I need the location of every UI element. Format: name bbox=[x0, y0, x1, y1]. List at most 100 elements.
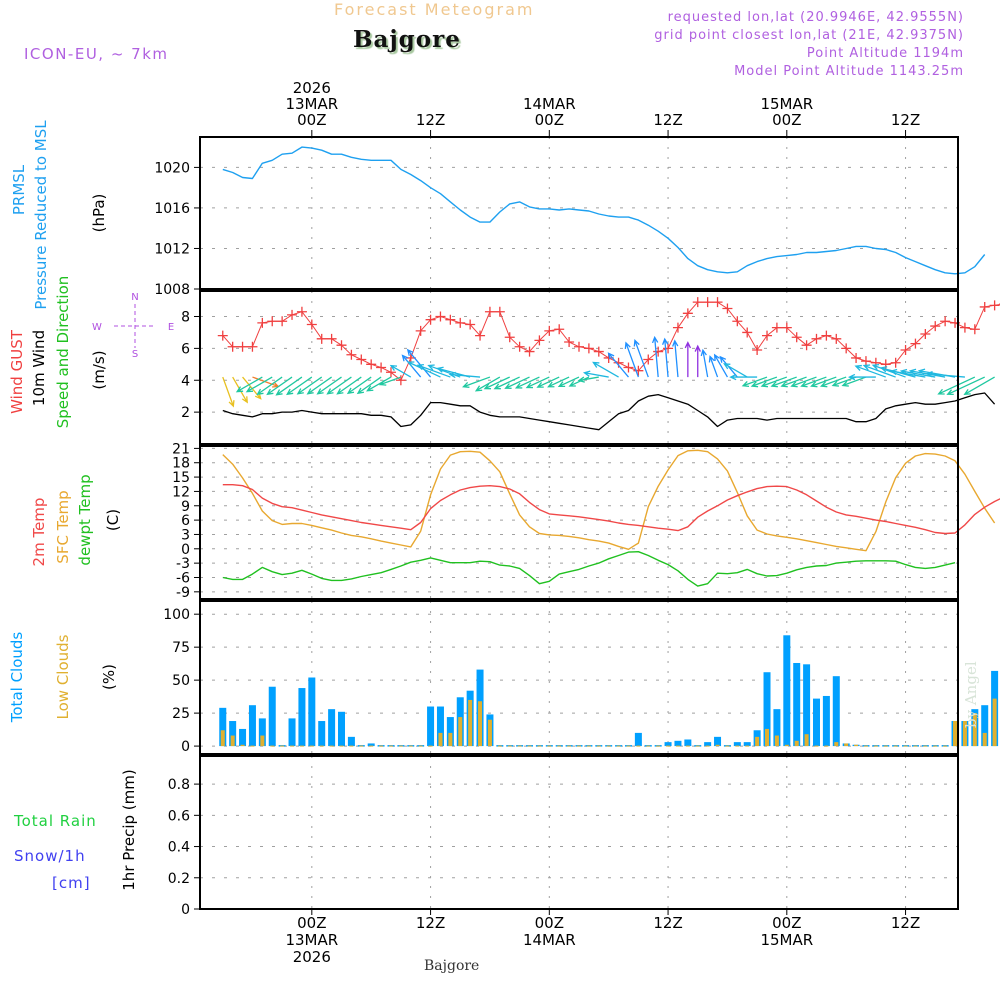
low-clouds-bar bbox=[992, 698, 997, 747]
bottom-time-label: 12Z bbox=[416, 914, 445, 932]
wind-direction-arrow bbox=[275, 376, 303, 396]
wind-direction-arrow bbox=[592, 361, 619, 378]
low-clouds-bar bbox=[943, 745, 948, 747]
gust-marker bbox=[910, 338, 921, 349]
point-altitude: Point Altitude 1194m bbox=[806, 46, 964, 61]
gust-marker bbox=[752, 344, 763, 355]
panel-frame bbox=[199, 136, 959, 290]
y-tick-label: 1016 bbox=[154, 201, 190, 217]
model-point-altitude: Model Point Altitude 1143.25m bbox=[734, 64, 964, 79]
gust-marker bbox=[682, 308, 693, 319]
total-clouds-bar bbox=[783, 635, 791, 747]
low-clouds-bar bbox=[398, 745, 403, 747]
wind-direction-arrow bbox=[407, 361, 441, 378]
gust-marker bbox=[346, 349, 357, 360]
wind-direction-arrow bbox=[514, 376, 540, 389]
gust-marker bbox=[732, 316, 743, 327]
total-clouds-bar bbox=[308, 677, 316, 747]
t2m-line bbox=[222, 484, 1000, 535]
gust-marker bbox=[771, 322, 782, 333]
low-clouds-bar bbox=[527, 745, 532, 747]
low-clouds-bar bbox=[794, 740, 799, 747]
wind-direction-arrow bbox=[448, 371, 481, 379]
wind-direction-arrow bbox=[346, 376, 372, 395]
total-clouds-bar bbox=[674, 740, 682, 747]
wind-direction-arrow bbox=[937, 376, 976, 395]
top-time-label: 12Z bbox=[653, 111, 682, 129]
bottom-time-label: 2026 bbox=[293, 948, 331, 966]
gust-marker bbox=[841, 343, 852, 354]
total-clouds-bar bbox=[338, 711, 346, 747]
y-tick-label: 0 bbox=[181, 739, 190, 755]
low-clouds-bar bbox=[893, 745, 898, 747]
sfc-temp-label: SFC Temp bbox=[54, 490, 72, 563]
gust-marker bbox=[989, 300, 1000, 311]
top-time-label: 12Z bbox=[416, 111, 445, 129]
low-clouds-bar bbox=[675, 745, 680, 747]
pressure-unit-label: (hPa) bbox=[90, 194, 108, 233]
total-clouds-bar bbox=[832, 676, 840, 747]
wind-direction-arrow bbox=[624, 341, 639, 378]
wind-label: 10m Wind bbox=[30, 330, 48, 406]
wind-direction-arrow bbox=[547, 376, 570, 388]
wind-direction-arrow bbox=[633, 339, 649, 378]
wind-direction-arrow bbox=[800, 376, 827, 388]
gust-marker bbox=[890, 357, 901, 368]
gust-marker bbox=[217, 330, 228, 341]
panel-frame bbox=[199, 290, 959, 445]
low-clouds-label: Low Clouds bbox=[54, 634, 72, 719]
gust-marker bbox=[791, 332, 802, 343]
gust-marker bbox=[475, 330, 486, 341]
gust-marker bbox=[395, 375, 406, 386]
wind-direction-arrow bbox=[366, 376, 392, 392]
low-clouds-bar bbox=[458, 717, 463, 747]
wind-direction-arrow bbox=[810, 376, 837, 388]
y-tick-label: 0.4 bbox=[168, 840, 190, 856]
wind-direction-arrow bbox=[256, 376, 283, 396]
wind-direction-arrow bbox=[607, 352, 629, 378]
low-clouds-bar bbox=[577, 745, 581, 747]
gust-marker bbox=[940, 316, 951, 327]
gust-marker bbox=[583, 343, 594, 354]
gust-marker bbox=[267, 316, 278, 327]
top-time-label: 00Z bbox=[535, 111, 564, 129]
wind-direction-arrow bbox=[760, 376, 788, 388]
gust-marker bbox=[425, 314, 436, 325]
y-tick-label: 75 bbox=[172, 640, 190, 656]
gust-marker bbox=[237, 341, 248, 352]
low-clouds-bar bbox=[982, 732, 987, 747]
gust-marker bbox=[316, 333, 327, 344]
low-clouds-bar bbox=[468, 699, 473, 747]
gust-marker bbox=[623, 362, 634, 373]
wind-direction-arrow bbox=[462, 376, 491, 388]
bottom-time-label: 14MAR bbox=[523, 931, 576, 949]
gust-marker bbox=[484, 306, 495, 317]
total-clouds-bar bbox=[664, 742, 672, 747]
gust-marker bbox=[465, 319, 476, 330]
gust-marker bbox=[633, 365, 644, 376]
total-clouds-bar bbox=[288, 718, 296, 747]
temp-unit-label: (C) bbox=[104, 509, 122, 531]
wind-direction-arrow bbox=[750, 376, 778, 388]
bottom-time-label: 12Z bbox=[653, 914, 682, 932]
y-tick-label: 50 bbox=[172, 673, 190, 689]
gust-marker bbox=[356, 354, 367, 365]
low-clouds-bar bbox=[478, 701, 483, 747]
low-clouds-bar bbox=[933, 745, 938, 747]
y-tick-label: 4 bbox=[181, 373, 190, 389]
total-clouds-bar bbox=[763, 672, 771, 747]
gust-marker bbox=[831, 333, 842, 344]
wind-direction-arrow bbox=[700, 348, 709, 378]
total-clouds-bar bbox=[743, 742, 751, 747]
gust-marker bbox=[930, 321, 941, 332]
low-clouds-bar bbox=[972, 713, 977, 747]
wind-direction-arrow bbox=[790, 376, 817, 388]
wind-direction-arrow bbox=[266, 376, 293, 396]
low-clouds-bar bbox=[497, 745, 502, 747]
wind-direction-arrow bbox=[336, 376, 362, 395]
top-time-label: 12Z bbox=[891, 111, 920, 129]
compass-rose-icon: N S W E bbox=[92, 292, 174, 360]
total-clouds-bar bbox=[714, 736, 722, 747]
gust-marker bbox=[277, 316, 288, 327]
